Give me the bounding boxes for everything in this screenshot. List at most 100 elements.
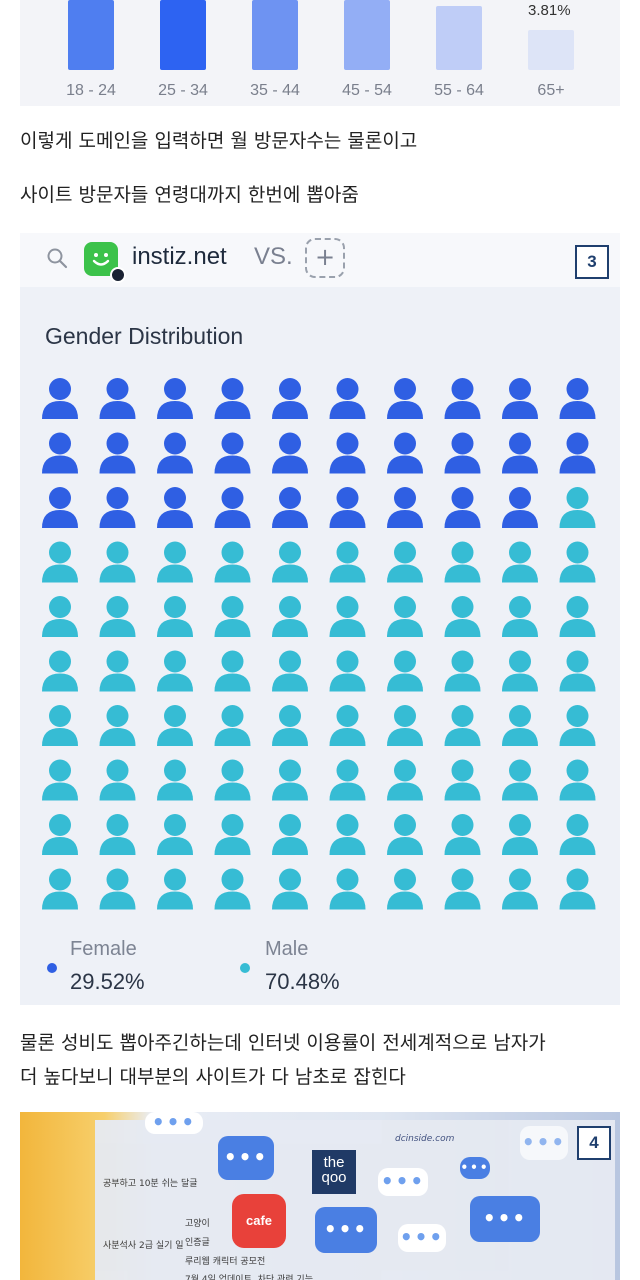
person-icon	[444, 378, 481, 419]
person-icon	[387, 705, 423, 746]
legend-male-value: 70.48%	[265, 969, 340, 994]
chat-bubble-icon: •••	[378, 1168, 428, 1196]
person-icon	[444, 432, 481, 474]
person-icon	[42, 596, 78, 637]
person-icon	[559, 541, 596, 583]
age-label: 25 - 34	[158, 82, 208, 99]
person-icon	[272, 378, 308, 419]
person-icon	[99, 596, 136, 637]
person-icon	[157, 596, 193, 637]
person-icon	[387, 650, 423, 692]
age-label: 35 - 44	[250, 82, 300, 99]
forum-row: 고양이	[185, 1219, 210, 1229]
gender-pictogram-grid	[42, 378, 596, 910]
age-label: 65+	[537, 82, 565, 99]
chat-bubble-icon: •••	[470, 1196, 540, 1242]
legend-female-value: 29.52%	[70, 969, 145, 994]
person-icon	[99, 705, 136, 746]
person-icon	[329, 596, 366, 637]
caption-line: 더 높다보니 대부분의 사이트가 다 남초로 잡힌다	[20, 1066, 406, 1088]
person-icon	[272, 705, 308, 746]
person-icon	[214, 759, 251, 801]
forum-row: 사분석사 2급 실기 일	[103, 1241, 184, 1251]
person-icon	[502, 650, 538, 692]
site-name[interactable]: instiz.net	[132, 243, 227, 270]
person-icon	[157, 378, 193, 419]
person-icon	[99, 487, 136, 528]
forum-row: 인증글	[185, 1238, 210, 1248]
legend-male-label: Male	[265, 938, 309, 960]
person-icon	[42, 705, 78, 746]
person-icon	[272, 814, 308, 855]
person-icon	[502, 487, 538, 528]
person-icon	[329, 541, 366, 583]
person-icon	[329, 650, 366, 692]
person-icon	[157, 705, 193, 746]
person-icon	[444, 759, 481, 801]
age-bar-65plus	[528, 30, 574, 70]
gender-distribution-panel: instiz.net VS. + 3 Gender Distribution F…	[20, 233, 620, 1005]
person-icon	[559, 705, 596, 746]
person-icon	[214, 814, 251, 855]
person-icon	[559, 596, 596, 637]
vs-label: VS.	[254, 243, 293, 270]
person-icon	[329, 487, 366, 528]
person-icon	[559, 378, 596, 419]
theqoo-logo-icon: the qoo	[312, 1150, 356, 1194]
person-icon	[559, 432, 596, 474]
person-icon	[99, 432, 136, 474]
forum-row: 7월 4일 업데이트, 차단 관련 기능	[185, 1275, 313, 1280]
person-icon	[444, 541, 481, 583]
person-icon	[559, 814, 596, 855]
site-url-text: dcinside.com	[395, 1134, 455, 1144]
search-icon[interactable]	[46, 247, 68, 273]
person-icon	[329, 759, 366, 801]
person-icon	[444, 650, 481, 692]
person-icon	[214, 378, 251, 419]
person-icon	[444, 596, 481, 637]
person-icon	[214, 650, 251, 692]
person-icon	[214, 868, 251, 910]
person-icon	[329, 814, 366, 855]
person-icon	[272, 868, 308, 910]
caption-line: 이렇게 도메인을 입력하면 월 방문자수는 물론이고	[20, 130, 418, 152]
person-icon	[214, 432, 251, 474]
person-icon	[157, 868, 193, 910]
chat-bubble-icon: •••	[460, 1157, 490, 1179]
person-icon	[272, 487, 308, 528]
person-icon	[502, 759, 538, 801]
caption-line: 사이트 방문자들 연령대까지 한번에 뽑아줌	[20, 184, 359, 206]
status-dot	[110, 267, 126, 283]
legend-female-dot	[47, 963, 57, 973]
person-icon	[214, 596, 251, 637]
person-icon	[444, 814, 481, 855]
legend-female-label: Female	[70, 938, 137, 960]
person-icon	[559, 759, 596, 801]
person-icon	[42, 378, 78, 419]
person-icon	[214, 541, 251, 583]
chart-title: Gender Distribution	[45, 323, 244, 349]
add-comparison-button[interactable]: +	[305, 238, 345, 278]
chat-bubble-icon: •••	[398, 1224, 446, 1252]
person-icon	[99, 378, 136, 419]
person-icon	[502, 868, 538, 910]
person-icon	[157, 814, 193, 855]
age-bar-45-54	[344, 0, 390, 70]
person-icon	[387, 541, 423, 583]
site-compare-bar: instiz.net VS. +	[20, 233, 620, 287]
person-icon	[42, 814, 78, 855]
person-icon	[387, 432, 423, 474]
person-icon	[502, 541, 538, 583]
person-icon	[329, 705, 366, 746]
person-icon	[157, 432, 193, 474]
person-icon	[387, 868, 423, 910]
person-icon	[387, 378, 423, 419]
chat-bubble-icon: •••	[218, 1136, 274, 1180]
image-number-badge: 3	[575, 245, 609, 279]
person-icon	[157, 650, 193, 692]
person-icon	[329, 432, 366, 474]
person-icon	[42, 541, 78, 583]
forum-row: 루리웹 캐릭터 공모전	[185, 1257, 266, 1267]
person-icon	[99, 868, 136, 910]
chat-bubble-icon: •••	[145, 1112, 203, 1134]
